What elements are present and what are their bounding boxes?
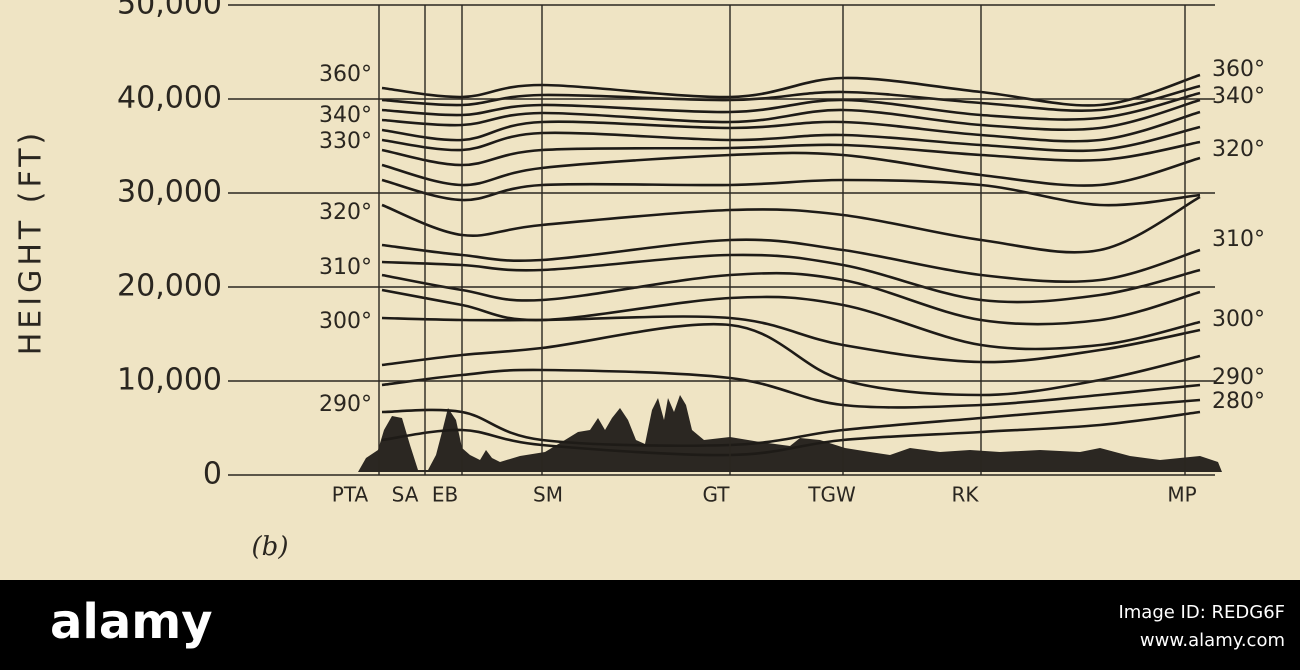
isentrope-label-right: 360° — [1212, 57, 1265, 82]
paper — [0, 0, 1300, 580]
y-tick-label: 30,000 — [117, 175, 222, 210]
isentrope-label-left: 310° — [319, 255, 372, 280]
station-label: SA — [392, 483, 419, 507]
isentrope — [381, 140, 1201, 167]
isentrope — [381, 238, 1201, 284]
isentrope — [381, 410, 1201, 457]
isentropes — [381, 73, 1201, 457]
station-label: MP — [1167, 483, 1196, 507]
isentrope — [381, 178, 1201, 207]
y-axis-label: HEIGHT (FT) — [14, 129, 49, 356]
terrain — [358, 395, 1222, 472]
station-label: EB — [432, 483, 458, 507]
isentrope — [381, 398, 1201, 447]
isentrope — [381, 368, 1201, 409]
footer-url: www.alamy.com — [1140, 630, 1285, 651]
isentrope — [381, 151, 1201, 187]
footer-bar — [0, 580, 1300, 670]
image-id: Image ID: REDG6F — [1118, 602, 1285, 623]
isentrope — [381, 84, 1201, 112]
caption: (b) — [252, 532, 289, 562]
isentrope — [381, 288, 1201, 351]
isentrope-label-right: 290° — [1212, 365, 1265, 390]
y-tick-label: 10,000 — [117, 363, 222, 398]
isentrope-label-right: 320° — [1212, 137, 1265, 162]
isentrope-label-left: 320° — [319, 200, 372, 225]
isentrope — [381, 315, 1201, 364]
station-label: GT — [702, 483, 730, 507]
isentrope-label-left: 330° — [319, 129, 372, 154]
station-label: TGW — [807, 483, 856, 507]
isentrope — [381, 322, 1201, 397]
isentrope — [381, 73, 1201, 107]
y-tick-label: 40,000 — [117, 81, 222, 116]
isentrope-label-left: 360° — [319, 62, 372, 87]
isentrope — [381, 195, 1201, 254]
y-tick-label: 20,000 — [117, 269, 222, 304]
isentrope — [381, 125, 1201, 153]
isentrope-label-right: 280° — [1212, 389, 1265, 414]
isentrope-label-left: 300° — [319, 309, 372, 334]
isentrope-label-right: 300° — [1212, 307, 1265, 332]
y-tick-label: 50,000 — [117, 0, 222, 22]
station-label: PTA — [332, 483, 369, 507]
isentrope — [381, 271, 1201, 326]
isentrope-label-left: 290° — [319, 392, 372, 417]
isentrope — [381, 110, 1201, 143]
y-tick-label: 0 — [203, 457, 222, 492]
isentrope — [381, 253, 1201, 304]
isentrope — [381, 98, 1201, 132]
station-label: RK — [951, 483, 979, 507]
isentrope-label-right: 340° — [1212, 84, 1265, 109]
footer-logo: alamy — [50, 594, 213, 650]
isentrope-label-left: 340° — [319, 103, 372, 128]
isentrope — [381, 91, 1201, 121]
station-label: SM — [533, 483, 563, 507]
isentrope-label-right: 310° — [1212, 227, 1265, 252]
